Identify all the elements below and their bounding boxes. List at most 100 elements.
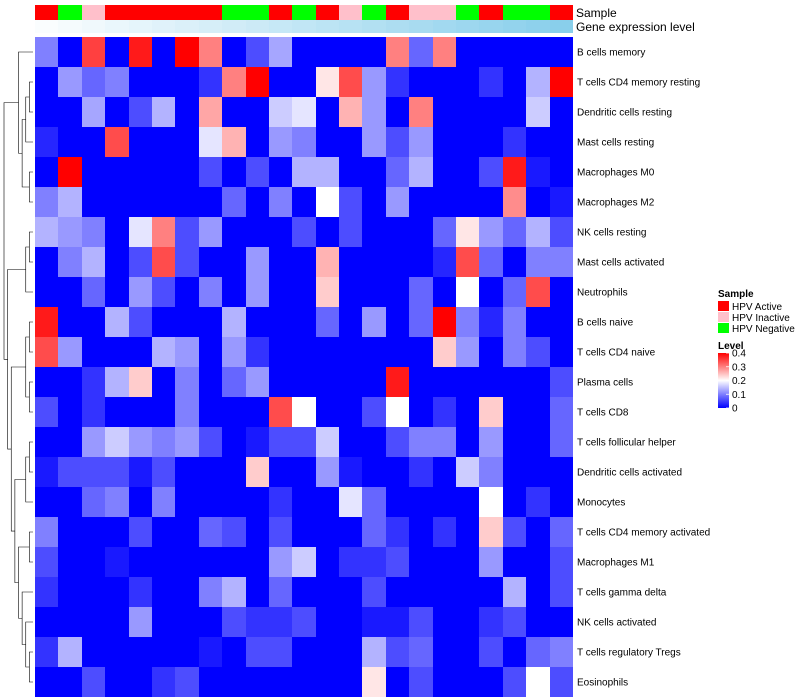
- heatmap-cell: [269, 187, 292, 217]
- heatmap-cell: [246, 487, 269, 517]
- heatmap-cell: [503, 517, 526, 547]
- row-label: Neutrophils: [577, 288, 628, 299]
- heatmap-cell: [503, 307, 526, 337]
- heatmap-cell: [58, 37, 82, 67]
- gene-expression-annotation-cell: [105, 20, 129, 33]
- heatmap-cells: [35, 37, 573, 697]
- heatmap-cell: [503, 397, 526, 427]
- heatmap-cell: [175, 277, 199, 307]
- heatmap-cell: [316, 607, 339, 637]
- heatmap-cell: [316, 37, 339, 67]
- heatmap-cell: [269, 457, 292, 487]
- sample-annotation-bar: [35, 5, 573, 20]
- heatmap-cell: [339, 457, 362, 487]
- heatmap-cell: [479, 37, 503, 67]
- heatmap-cell: [292, 157, 316, 187]
- gene-expression-annotation-cell: [362, 20, 386, 33]
- heatmap-cell: [246, 247, 269, 277]
- heatmap-cell: [409, 97, 433, 127]
- heatmap-cell: [292, 547, 316, 577]
- heatmap-cell: [269, 307, 292, 337]
- heatmap-cell: [82, 547, 105, 577]
- heatmap-cell: [152, 217, 175, 247]
- heatmap-cell: [409, 517, 433, 547]
- heatmap-cell: [222, 127, 246, 157]
- heatmap-cell: [339, 487, 362, 517]
- heatmap-cell: [129, 487, 152, 517]
- gene-expression-annotation-cell: [199, 20, 222, 33]
- legend-level-ticks: 0 0.1 0.2 0.3 0.4: [726, 349, 746, 415]
- heatmap-cell: [339, 217, 362, 247]
- heatmap-cell: [199, 487, 222, 517]
- heatmap-cell: [152, 667, 175, 697]
- heatmap-cell: [222, 517, 246, 547]
- heatmap-cell: [386, 337, 409, 367]
- heatmap-cell: [292, 37, 316, 67]
- heatmap-cell: [550, 247, 573, 277]
- heatmap-cell: [82, 427, 105, 457]
- heatmap-cell: [35, 247, 58, 277]
- gene-expression-annotation-cell: [175, 20, 199, 33]
- gene-expression-annotation-cell: [82, 20, 105, 33]
- heatmap-cell: [362, 637, 386, 667]
- legend-sample-swatch: [718, 312, 729, 322]
- heatmap-cell: [199, 277, 222, 307]
- sample-annotation-cell: [175, 5, 199, 20]
- heatmap-cell: [479, 97, 503, 127]
- heatmap-cell: [386, 127, 409, 157]
- heatmap-cell: [82, 157, 105, 187]
- row-label: T cells CD4 memory resting: [577, 78, 700, 89]
- heatmap-cell: [246, 67, 269, 97]
- row-label: Plasma cells: [577, 378, 633, 389]
- heatmap-cell: [339, 37, 362, 67]
- heatmap-cell: [526, 247, 550, 277]
- heatmap-cell: [82, 37, 105, 67]
- heatmap-cell: [409, 247, 433, 277]
- heatmap-cell: [222, 427, 246, 457]
- heatmap-cell: [316, 667, 339, 697]
- row-label: T cells gamma delta: [577, 588, 667, 599]
- gene-expression-annotation-cell: [456, 20, 479, 33]
- heatmap-cell: [35, 277, 58, 307]
- heatmap-cell: [316, 427, 339, 457]
- sample-annotation-cell: [105, 5, 129, 20]
- heatmap-cell: [175, 517, 199, 547]
- gene-expression-annotation-cell: [222, 20, 246, 33]
- heatmap-cell: [362, 397, 386, 427]
- gene-expression-annotation-cell: [58, 20, 82, 33]
- heatmap-cell: [199, 337, 222, 367]
- heatmap-cell: [199, 367, 222, 397]
- legend-sample-title: Sample: [718, 289, 754, 300]
- heatmap-cell: [269, 667, 292, 697]
- heatmap-cell: [152, 577, 175, 607]
- heatmap-cell: [58, 637, 82, 667]
- heatmap-cell: [175, 217, 199, 247]
- heatmap-cell: [199, 427, 222, 457]
- legend-sample-label: HPV Negative: [732, 324, 795, 335]
- heatmap-cell: [526, 487, 550, 517]
- heatmap-cell: [479, 487, 503, 517]
- heatmap-cell: [526, 577, 550, 607]
- gene-expression-annotation-cell: [526, 20, 550, 33]
- heatmap-cell: [246, 277, 269, 307]
- heatmap-cell: [479, 607, 503, 637]
- heatmap-cell: [246, 217, 269, 247]
- heatmap-cell: [105, 67, 129, 97]
- heatmap-cell: [129, 187, 152, 217]
- heatmap-cell: [82, 577, 105, 607]
- heatmap-cell: [503, 97, 526, 127]
- heatmap-cell: [456, 67, 479, 97]
- heatmap-cell: [246, 337, 269, 367]
- heatmap-cell: [526, 517, 550, 547]
- heatmap-cell: [409, 427, 433, 457]
- heatmap-cell: [152, 157, 175, 187]
- heatmap-cell: [82, 397, 105, 427]
- heatmap-cell: [526, 397, 550, 427]
- heatmap-cell: [152, 187, 175, 217]
- heatmap-cell: [199, 517, 222, 547]
- heatmap-cell: [550, 577, 573, 607]
- gene-expression-annotation-bar: [35, 20, 573, 33]
- heatmap-cell: [433, 127, 456, 157]
- heatmap-cell: [362, 37, 386, 67]
- gene-expression-annotation-cell: [479, 20, 503, 33]
